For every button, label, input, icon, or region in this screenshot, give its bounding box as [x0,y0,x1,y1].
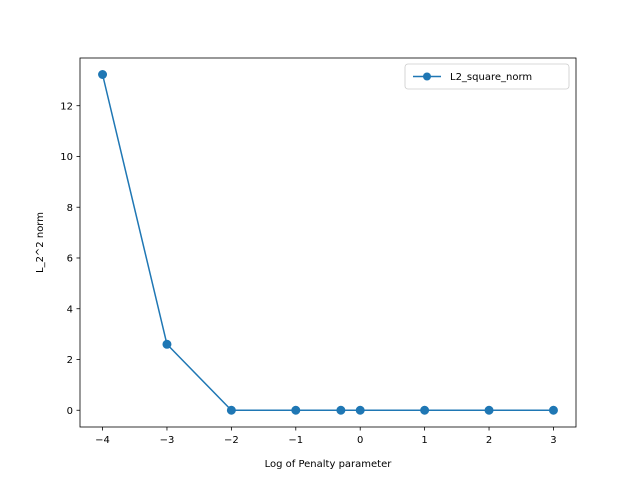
plot-area [98,69,558,415]
x-axis-label: Log of Penalty parameter [265,459,393,470]
y-axis-label: L_2^2 norm [35,212,46,273]
data-point [548,405,558,415]
legend-box [404,63,570,90]
y-tick-label: 12 [60,101,73,112]
y-tick-label: 6 [67,254,73,265]
x-tick-label: −3 [160,435,175,446]
data-point [336,405,346,415]
x-tick-label: 1 [421,435,427,446]
legend: L2_square_norm [404,63,570,90]
y-tick-label: 0 [67,406,73,417]
y-tick-label: 2 [67,355,73,366]
axes-frame [79,57,577,428]
x-tick-label: 0 [357,435,363,446]
x-tick-label: 2 [486,435,492,446]
y-tick-label: 4 [67,304,73,315]
data-point [226,405,236,415]
data-point [420,405,430,415]
y-tick-label: 10 [60,152,73,163]
data-point [291,405,301,415]
data-point [98,69,108,79]
data-point [484,405,494,415]
data-point [162,339,172,349]
x-tick-label: −4 [95,435,110,446]
x-tick-label: −2 [224,435,239,446]
x-tick-label: −1 [288,435,303,446]
data-point [355,405,365,415]
legend-label: L2_square_norm [450,72,532,83]
y-tick-label: 8 [67,203,73,214]
legend-marker [423,72,431,81]
x-tick-label: 3 [550,435,556,446]
